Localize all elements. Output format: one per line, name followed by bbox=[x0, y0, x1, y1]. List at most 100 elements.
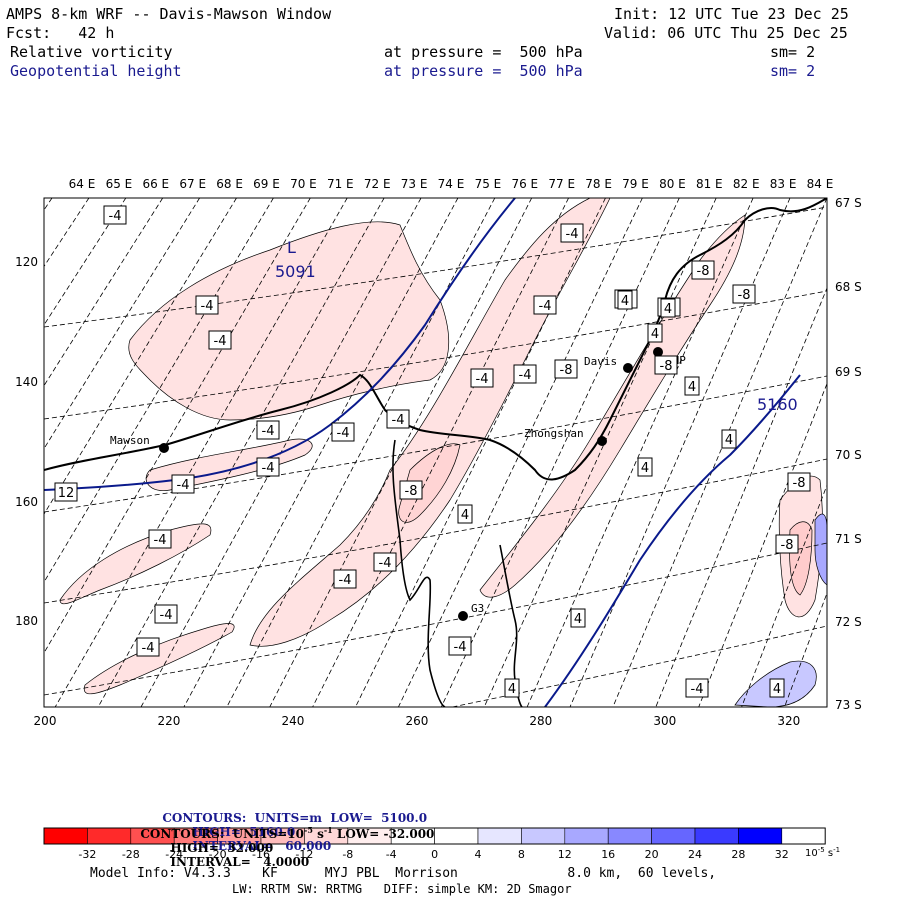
g3-station-dot bbox=[458, 611, 468, 621]
vorticity-label: 4 bbox=[660, 298, 676, 318]
contours-height-label: CONTOURS: UNITS=m LOW= 5100.0 bbox=[162, 811, 428, 825]
colorbar-cell bbox=[694, 827, 739, 845]
meridian-line bbox=[44, 198, 311, 654]
mawson-station-dot bbox=[159, 443, 169, 453]
vort-band-e bbox=[59, 523, 212, 605]
x-tick-label: 280 bbox=[529, 714, 552, 728]
contours-vort-high: HIGH= 32.000 bbox=[170, 841, 274, 855]
colorbar-label: -8 bbox=[342, 848, 353, 861]
x-tick-label: 220 bbox=[158, 714, 181, 728]
colorbar-label: 16 bbox=[601, 848, 615, 861]
height-contour-5160 bbox=[544, 374, 801, 707]
svg-text:-4: -4 bbox=[379, 556, 392, 571]
meridian-line bbox=[741, 484, 827, 707]
vorticity-label: 4 bbox=[684, 376, 700, 396]
lat-label: 72 S bbox=[835, 615, 862, 629]
vorticity-label: 4 bbox=[570, 608, 586, 628]
lon-label: 73 E bbox=[401, 177, 428, 191]
vorticity-label: -4 bbox=[685, 678, 709, 698]
field1-pressure: at pressure = 500 hPa bbox=[384, 43, 583, 61]
vorticity-label: 4 bbox=[617, 290, 633, 310]
vorticity-label: -8 bbox=[554, 359, 578, 379]
contours-vort-exp: -5 bbox=[304, 825, 313, 835]
svg-text:12: 12 bbox=[58, 486, 75, 501]
map-title: AMPS 8-km WRF -- Davis-Mawson Window bbox=[6, 5, 332, 23]
coastline bbox=[44, 198, 827, 481]
vorticity-label: -4 bbox=[256, 457, 280, 477]
contours-vort-unit-tail: s bbox=[312, 827, 324, 841]
vorticity-label: -4 bbox=[171, 474, 195, 494]
vort-pos-b bbox=[814, 513, 827, 586]
vorticity-label: -4 bbox=[256, 420, 280, 440]
station-davis-label: Davis bbox=[584, 355, 617, 368]
colorbar-label: 32 bbox=[775, 848, 789, 861]
map-frame bbox=[43, 197, 828, 708]
colorbar-label: 0 bbox=[431, 848, 438, 861]
vorticity-label: -4 bbox=[333, 569, 357, 589]
meridian-line bbox=[312, 198, 569, 707]
low-marker: L bbox=[287, 238, 296, 257]
y-tick-label: 180 bbox=[15, 614, 38, 628]
lat-label: 68 S bbox=[835, 280, 862, 294]
y-axis-ticks: 120 140 160 180 bbox=[15, 255, 38, 628]
vorticity-label: -4 bbox=[103, 205, 127, 225]
colorbar-label: 20 bbox=[645, 848, 659, 861]
contours-vort-low: LOW= -32.000 bbox=[332, 827, 435, 841]
meridian-line bbox=[612, 198, 827, 707]
contours-vort-label: CONTOURS: UNITS=10 bbox=[140, 827, 304, 841]
meridian-line bbox=[54, 198, 348, 707]
svg-text:4: 4 bbox=[508, 682, 516, 697]
colorbar-cell bbox=[477, 827, 522, 845]
parallel-line bbox=[44, 290, 827, 420]
contours-vort-interval: INTERVAL= 4.0000 bbox=[170, 855, 310, 869]
colorbar-cell bbox=[434, 827, 479, 845]
vorticity-label: -4 bbox=[373, 552, 397, 572]
contours-height-info: CONTOURS: UNITS=m LOW= 5100.0 HIGH= 5160… bbox=[154, 797, 427, 853]
y-tick-label: 140 bbox=[15, 375, 38, 389]
svg-text:-8: -8 bbox=[697, 264, 710, 279]
parallel-lines bbox=[44, 206, 827, 707]
vorticity-label: -8 bbox=[399, 480, 423, 500]
meridian-line bbox=[44, 198, 200, 450]
lon-label: 74 E bbox=[438, 177, 465, 191]
svg-text:4: 4 bbox=[773, 682, 781, 697]
parallel-line bbox=[44, 542, 827, 696]
svg-text:4: 4 bbox=[574, 612, 582, 627]
svg-text:4: 4 bbox=[664, 302, 672, 317]
colorbar-label: -32 bbox=[78, 848, 96, 861]
vorticity-label: 4 bbox=[721, 429, 737, 449]
station-g3-label: G3 bbox=[471, 602, 484, 615]
colorbar-label: 12 bbox=[558, 848, 572, 861]
svg-text:-8: -8 bbox=[660, 359, 673, 374]
lon-label: 76 E bbox=[511, 177, 538, 191]
svg-text:-4: -4 bbox=[160, 608, 173, 623]
lon-label: 71 E bbox=[327, 177, 354, 191]
valid-time: Valid: 06 UTC Thu 25 Dec 25 bbox=[604, 24, 848, 42]
vorticity-label: -8 bbox=[691, 260, 715, 280]
x-tick-label: 320 bbox=[777, 714, 800, 728]
contours-vort-unit-exp: -1 bbox=[323, 825, 333, 835]
coastline-inlet-2 bbox=[499, 544, 523, 707]
x-axis-ticks: 200 220 240 260 280 300 320 bbox=[34, 714, 801, 728]
height-label-5091: 5091 bbox=[275, 262, 316, 281]
parallel-line bbox=[44, 375, 827, 513]
meridian-line bbox=[183, 198, 459, 707]
colorbar-cell bbox=[607, 827, 652, 845]
model-info: Model Info: V4.3.3 KF MYJ PBL Morrison 8… bbox=[90, 866, 717, 881]
vorticity-label: 12 bbox=[54, 482, 78, 502]
latitude-labels: 67 S 68 S 69 S 70 S 71 S 72 S 73 S bbox=[835, 196, 862, 712]
y-tick-label: 120 bbox=[15, 255, 38, 269]
colorbar-cell bbox=[564, 827, 609, 845]
colorbar-cell bbox=[43, 827, 88, 845]
svg-text:-8: -8 bbox=[793, 476, 806, 491]
svg-text:-4: -4 bbox=[454, 640, 467, 655]
colorbar-label: 8 bbox=[518, 848, 525, 861]
field2-pressure: at pressure = 500 hPa bbox=[384, 62, 583, 80]
colorbar-label: -12 bbox=[295, 848, 313, 861]
vort-band-b bbox=[249, 198, 611, 647]
meridian-line bbox=[784, 592, 827, 707]
meridian-line bbox=[698, 382, 827, 707]
model-info-2: LW: RRTM SW: RRTMG DIFF: simple KM: 2D S… bbox=[232, 882, 572, 896]
lon-label: 70 E bbox=[290, 177, 317, 191]
vhp-station-dot bbox=[653, 347, 663, 357]
